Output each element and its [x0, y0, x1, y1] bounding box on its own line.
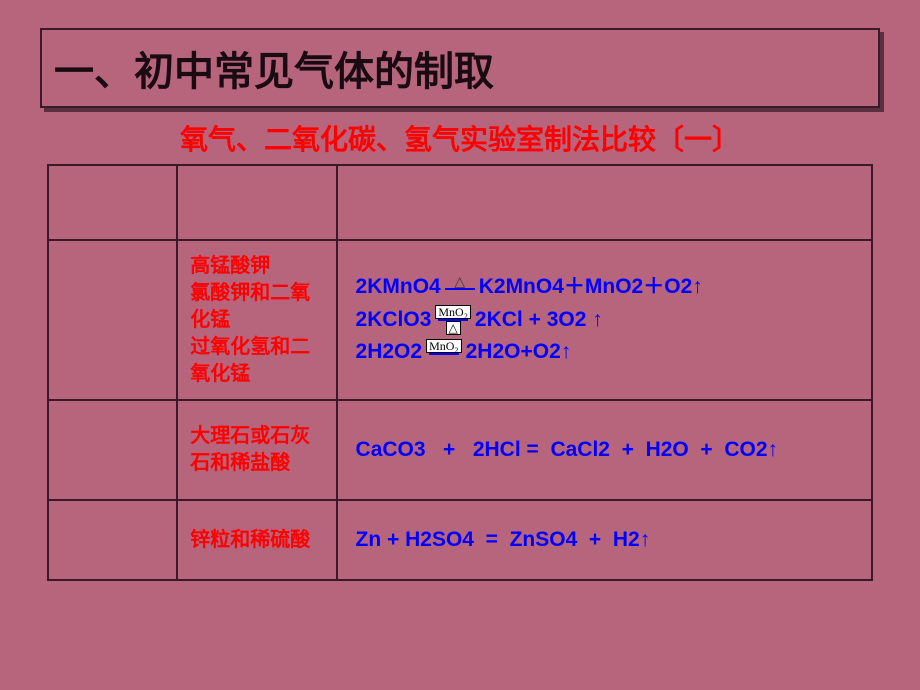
eq-line-icon: [445, 288, 475, 290]
main-title: 一、初中常见气体的制取: [54, 39, 494, 97]
eq-left: 2H2O2: [356, 336, 423, 369]
eq-left: 2KClO3: [356, 304, 432, 337]
table-header-row: [48, 165, 872, 240]
row-h2: 锌粒和稀硫酸 Zn + H2SO4 = ZnSO4 + H2↑: [48, 500, 872, 580]
o2-reagent-cell: 高锰酸钾 氯酸钾和二氧化锰 过氧化氢和二氧化锰: [177, 240, 336, 400]
co2-reagent-cell: 大理石或石灰石和稀盐酸: [177, 400, 336, 500]
o2-equation-cell: 2KMnO4 △ K2MnO4＋MnO2＋O2↑ 2KClO3 MnO₂ △: [337, 240, 872, 400]
eq-right: K2MnO4＋MnO2＋O2↑: [479, 271, 703, 304]
header-cell-1: [48, 165, 177, 240]
header-cell-3: [337, 165, 872, 240]
eq-left: 2KMnO4: [356, 271, 441, 304]
title-box: 一、初中常见气体的制取: [40, 28, 880, 108]
h2-equation: Zn + H2SO4 = ZnSO4 + H2↑: [350, 524, 859, 557]
h2-label-cell: [48, 500, 177, 580]
row-co2: 大理石或石灰石和稀盐酸 CaCO3 + 2HCl = CaCl2 + H2O +…: [48, 400, 872, 500]
o2-label-cell: [48, 240, 177, 400]
condition-catalyst-icon: MnO₂ △: [435, 305, 471, 335]
h2-reagent-cell: 锌粒和稀硫酸: [177, 500, 336, 580]
h2-equation-cell: Zn + H2SO4 = ZnSO4 + H2↑: [337, 500, 872, 580]
o2-equations: 2KMnO4 △ K2MnO4＋MnO2＋O2↑ 2KClO3 MnO₂ △: [350, 271, 859, 369]
co2-reagent: 大理石或石灰石和稀盐酸: [190, 423, 323, 477]
co2-equation: CaCO3 + 2HCl = CaCl2 + H2O + CO2↑: [350, 434, 859, 467]
co2-equation-cell: CaCO3 + 2HCl = CaCl2 + H2O + CO2↑: [337, 400, 872, 500]
o2-reagent: 高锰酸钾 氯酸钾和二氧化锰 过氧化氢和二氧化锰: [190, 253, 323, 388]
o2-eq1: 2KMnO4 △ K2MnO4＋MnO2＋O2↑: [356, 271, 859, 304]
eq-right: 2KCl + 3O2 ↑: [475, 304, 603, 337]
h2-reagent: 锌粒和稀硫酸: [190, 527, 323, 554]
comparison-table: 高锰酸钾 氯酸钾和二氧化锰 过氧化氢和二氧化锰 2KMnO4 △ K2MnO4＋…: [47, 164, 873, 581]
eq-line-icon: [429, 353, 459, 355]
o2-eq3: 2H2O2 MnO₂ 2H2O+O2↑: [356, 336, 859, 369]
eq-right: 2H2O+O2↑: [466, 336, 572, 369]
o2-eq2: 2KClO3 MnO₂ △ 2KCl + 3O2 ↑: [356, 304, 859, 337]
co2-label-cell: [48, 400, 177, 500]
subtitle: 氧气、二氧化碳、氢气实验室制法比较〔一〕: [0, 118, 920, 158]
row-oxygen: 高锰酸钾 氯酸钾和二氧化锰 过氧化氢和二氧化锰 2KMnO4 △ K2MnO4＋…: [48, 240, 872, 400]
reagent-line: 高锰酸钾 氯酸钾和二氧化锰 过氧化氢和二氧化锰: [190, 255, 310, 385]
header-cell-2: [177, 165, 336, 240]
condition-catalyst-icon: MnO₂: [426, 339, 462, 367]
condition-triangle-icon: △: [445, 274, 475, 300]
